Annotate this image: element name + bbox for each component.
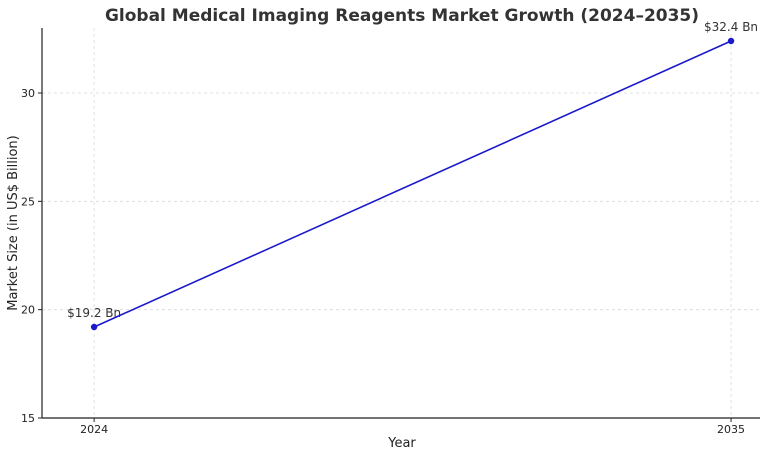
y-tick-label: 30	[21, 87, 35, 100]
data-labels: $19.2 Bn $32.4 Bn	[67, 20, 758, 320]
data-label: $32.4 Bn	[704, 20, 758, 34]
x-tick-label: 2035	[717, 423, 745, 436]
chart-title: Global Medical Imaging Reagents Market G…	[105, 6, 699, 26]
series	[90, 37, 735, 331]
data-point	[90, 323, 98, 331]
series-line	[93, 40, 732, 328]
y-axis-label: Market Size (in US$ Billion)	[6, 135, 21, 311]
x-axis-label: Year	[387, 436, 416, 451]
x-tick-label: 2024	[80, 423, 108, 436]
data-point	[727, 37, 735, 45]
ticks: 15 20 25 30 2024 2035	[21, 87, 745, 436]
y-tick-label: 20	[21, 304, 35, 317]
y-tick-label: 25	[21, 195, 35, 208]
data-label: $19.2 Bn	[67, 306, 121, 320]
y-tick-label: 15	[21, 412, 35, 425]
axes	[41, 28, 760, 419]
grid	[42, 28, 760, 418]
